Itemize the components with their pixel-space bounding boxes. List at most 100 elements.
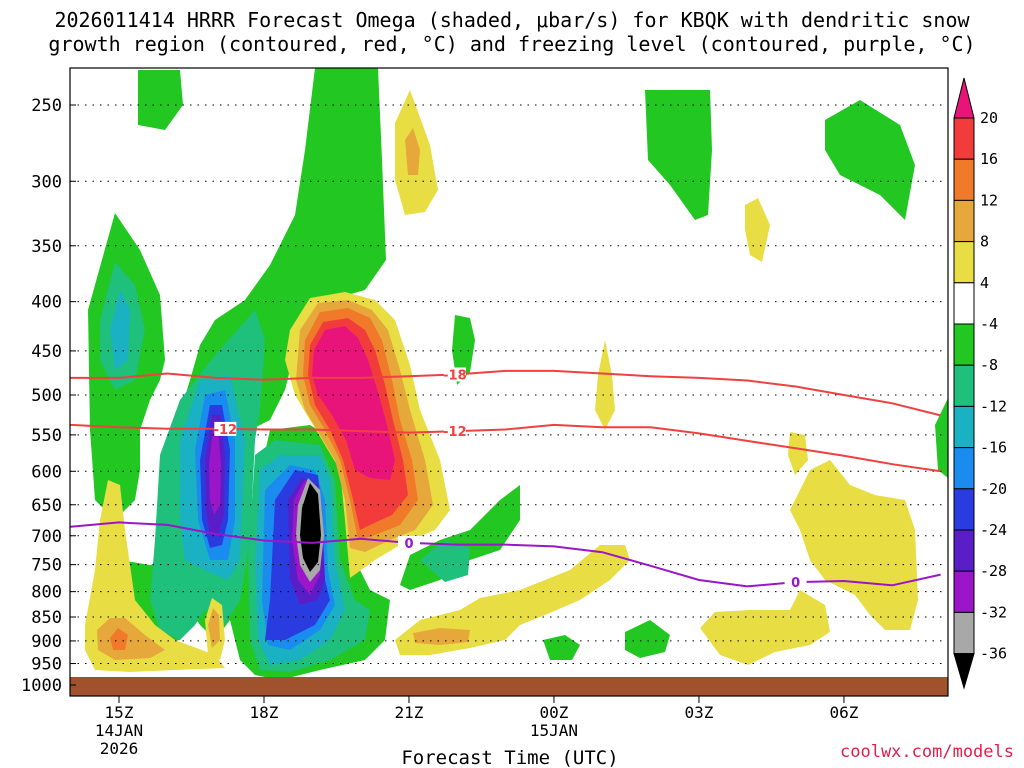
y-tick-label: 1000 (21, 676, 62, 696)
omega-region (420, 540, 470, 582)
contour-label: -18 (443, 369, 467, 384)
colorbar-label: 16 (980, 150, 998, 168)
omega-region (208, 608, 220, 648)
colorbar-label: -24 (980, 521, 1007, 539)
colorbar-label: 4 (980, 274, 989, 292)
x-tick-sublabel: 14JAN (95, 721, 143, 740)
omega-region (543, 635, 580, 660)
ground-strip (70, 677, 948, 696)
contour-label: 0 (791, 576, 800, 591)
y-tick-label: 650 (31, 496, 62, 516)
x-tick-label: 21Z (395, 703, 424, 722)
colorbar-segment (953, 447, 975, 490)
contour-label-bg (214, 421, 237, 436)
colorbar-segment (953, 241, 975, 284)
x-tick-label: 06Z (829, 703, 858, 722)
colorbar-label: 12 (980, 191, 998, 209)
y-tick-label: 950 (31, 655, 62, 675)
chart-title-line-1: 2026011414 HRRR Forecast Omega (shaded, … (54, 8, 970, 32)
omega-region (788, 432, 808, 475)
colorbar-segment (953, 323, 975, 366)
colorbar-segment (953, 364, 975, 407)
omega-region (825, 100, 915, 220)
omega-region (452, 315, 475, 385)
contour-line (70, 423, 941, 473)
colorbar-label: -28 (980, 562, 1007, 580)
omega-region (935, 398, 948, 478)
colorbar-segment (953, 117, 975, 160)
colorbar-label: -32 (980, 603, 1007, 621)
pressure-axis: 250 300 350 400 450 500 550 600 650 700 750 800 850 9… (21, 96, 76, 696)
y-tick-label: 250 (31, 96, 62, 116)
colorbar-label: 8 (980, 233, 989, 251)
colorbar-segment (953, 611, 975, 655)
colorbar-label: -12 (980, 397, 1007, 415)
omega-region (110, 628, 128, 650)
omega-region (110, 290, 130, 370)
omega-region (745, 198, 770, 262)
colorbar-label: -36 (980, 645, 1007, 663)
colorbar: 20 16 12 8 4 -4 -8 -12 -16 -20 -24 -28 -32 -36 (953, 77, 1007, 690)
omega-region (138, 70, 183, 130)
contour-label: 0 (404, 537, 413, 552)
credit-text: coolwx.com/models (840, 742, 1014, 762)
contour-label: -12 (443, 425, 467, 440)
y-tick-label: 900 (31, 632, 62, 652)
colorbar-segment (953, 570, 975, 613)
omega-region (595, 340, 615, 430)
colorbar-label: -4 (980, 315, 998, 333)
omega-region (645, 90, 712, 220)
y-tick-label: 750 (31, 556, 62, 576)
contour-labels: -18 -12 -12 0 0 (214, 367, 807, 591)
colorbar-segment (953, 199, 975, 243)
omega-region (790, 460, 918, 630)
y-tick-label: 450 (31, 342, 62, 362)
x-tick-label: 18Z (250, 703, 279, 722)
colorbar-label: -20 (980, 480, 1007, 498)
omega-region (312, 326, 395, 480)
colorbar-segment (953, 282, 975, 325)
y-tick-label: 850 (31, 608, 62, 628)
omega-region (700, 590, 830, 665)
omega-region (413, 628, 470, 645)
colorbar-segment (953, 158, 975, 201)
omega-region (405, 128, 420, 175)
y-tick-label: 700 (31, 527, 62, 547)
contour-label: -12 (214, 423, 238, 438)
plot-frame (69, 67, 949, 697)
colorbar-segment (953, 77, 975, 119)
x-tick-sublabel: 15JAN (530, 721, 578, 740)
colorbar-label: -8 (980, 356, 998, 374)
contour-label-bg (397, 535, 420, 550)
omega-region (395, 545, 630, 655)
colorbar-segment (953, 653, 975, 690)
omega-region (625, 620, 670, 658)
colorbar-segment (953, 529, 975, 572)
colorbar-segment (953, 488, 975, 531)
y-tick-label: 500 (31, 386, 62, 406)
y-tick-label: 400 (31, 293, 62, 313)
colorbar-segment (953, 405, 975, 449)
chart-title-line-2: growth region (contoured, red, °C) and f… (48, 32, 976, 56)
omega-shading (85, 68, 948, 680)
omega-region (209, 430, 221, 515)
y-tick-label: 550 (31, 426, 62, 446)
x-tick-label: 00Z (540, 703, 569, 722)
x-tick-sublabel: 2026 (100, 739, 139, 758)
colorbar-label: -16 (980, 439, 1007, 457)
contour-label-bg (443, 424, 466, 439)
x-axis-title: Forecast Time (UTC) (401, 747, 618, 768)
y-tick-label: 600 (31, 462, 62, 482)
contour-line (70, 369, 941, 417)
contour-label-bg (443, 367, 466, 382)
omega-region (300, 483, 321, 572)
contour-label-bg (784, 575, 807, 590)
colorbar-label: 20 (980, 109, 998, 127)
x-tick-label: 03Z (685, 703, 714, 722)
y-tick-label: 300 (31, 172, 62, 192)
y-tick-label: 800 (31, 583, 62, 603)
y-tick-label: 350 (31, 237, 62, 257)
x-tick-label: 15Z (105, 703, 134, 722)
